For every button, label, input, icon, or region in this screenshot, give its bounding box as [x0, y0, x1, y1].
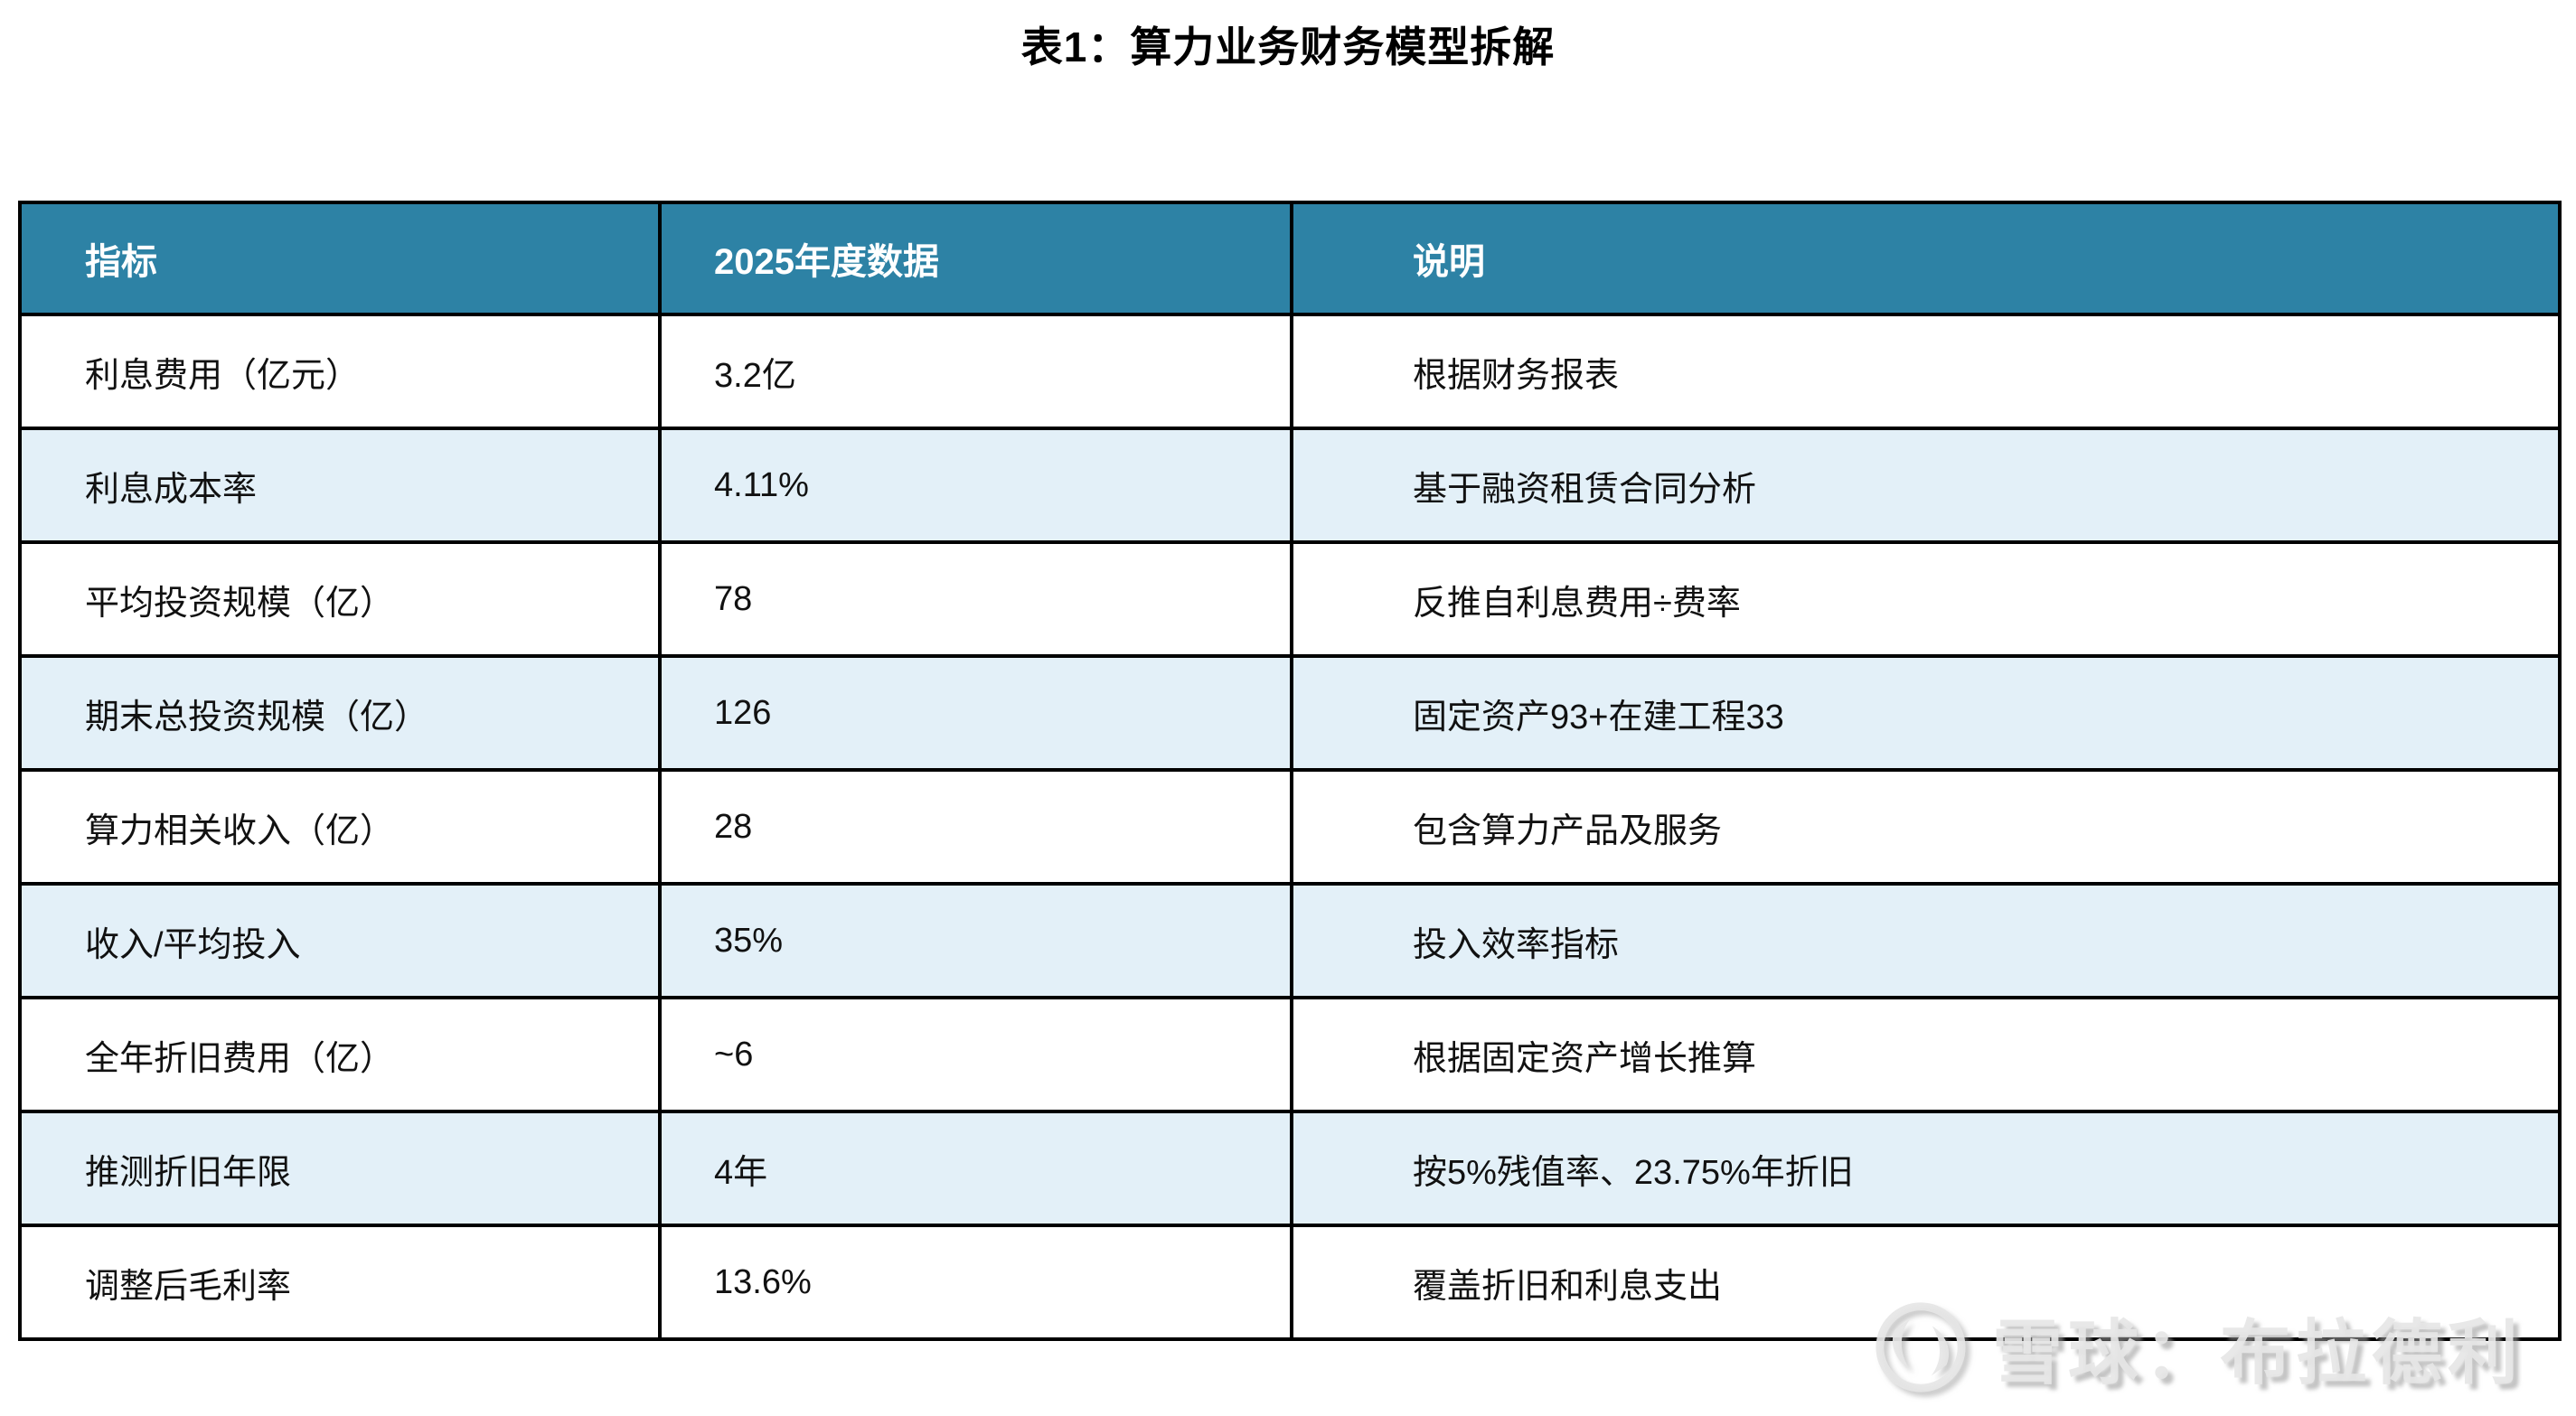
cell-note: 固定资产93+在建工程33	[1290, 654, 2562, 772]
cell-note: 覆盖折旧和利息支出	[1290, 1224, 2562, 1341]
financial-model-table: 指标 2025年度数据 说明 利息费用（亿元） 3.2亿 根据财务报表 利息成本…	[18, 201, 2562, 1341]
cell-note: 根据财务报表	[1290, 313, 2562, 430]
cell-note: 根据固定资产增长推算	[1290, 996, 2562, 1113]
cell-note: 投入效率指标	[1290, 882, 2562, 999]
table-row: 算力相关收入（亿） 28 包含算力产品及服务	[18, 768, 2562, 886]
cell-indicator: 收入/平均投入	[18, 882, 662, 999]
header-cell-note: 说明	[1290, 201, 2562, 316]
table-row: 期末总投资规模（亿） 126 固定资产93+在建工程33	[18, 654, 2562, 772]
cell-note: 反推自利息费用÷费率	[1290, 540, 2562, 658]
cell-value: 13.6%	[658, 1224, 1293, 1341]
cell-indicator: 期末总投资规模（亿）	[18, 654, 662, 772]
cell-indicator: 调整后毛利率	[18, 1224, 662, 1341]
cell-value: ~6	[658, 996, 1293, 1113]
cell-note: 包含算力产品及服务	[1290, 768, 2562, 886]
cell-value: 126	[658, 654, 1293, 772]
cell-indicator: 算力相关收入（亿）	[18, 768, 662, 886]
cell-value: 78	[658, 540, 1293, 658]
cell-indicator: 利息成本率	[18, 427, 662, 544]
table-row: 收入/平均投入 35% 投入效率指标	[18, 882, 2562, 999]
table-row: 全年折旧费用（亿） ~6 根据固定资产增长推算	[18, 996, 2562, 1113]
cell-note: 基于融资租赁合同分析	[1290, 427, 2562, 544]
cell-value: 3.2亿	[658, 313, 1293, 430]
cell-value: 28	[658, 768, 1293, 886]
cell-indicator: 推测折旧年限	[18, 1110, 662, 1227]
cell-value: 35%	[658, 882, 1293, 999]
cell-indicator: 平均投资规模（亿）	[18, 540, 662, 658]
page-title: 表1：算力业务财务模型拆解	[1020, 23, 1556, 70]
cell-value: 4.11%	[658, 427, 1293, 544]
header-cell-indicator: 指标	[18, 201, 662, 316]
table-header-row: 指标 2025年度数据 说明	[18, 201, 2562, 316]
cell-indicator: 全年折旧费用（亿）	[18, 996, 662, 1113]
cell-indicator: 利息费用（亿元）	[18, 313, 662, 430]
table-row: 平均投资规模（亿） 78 反推自利息费用÷费率	[18, 540, 2562, 658]
table-row: 调整后毛利率 13.6% 覆盖折旧和利息支出	[18, 1224, 2562, 1341]
table-row: 利息成本率 4.11% 基于融资租赁合同分析	[18, 427, 2562, 544]
cell-value: 4年	[658, 1110, 1293, 1227]
header-cell-2025-data: 2025年度数据	[658, 201, 1293, 316]
table-row: 利息费用（亿元） 3.2亿 根据财务报表	[18, 313, 2562, 430]
cell-note: 按5%残值率、23.75%年折旧	[1290, 1110, 2562, 1227]
table-row: 推测折旧年限 4年 按5%残值率、23.75%年折旧	[18, 1110, 2562, 1227]
